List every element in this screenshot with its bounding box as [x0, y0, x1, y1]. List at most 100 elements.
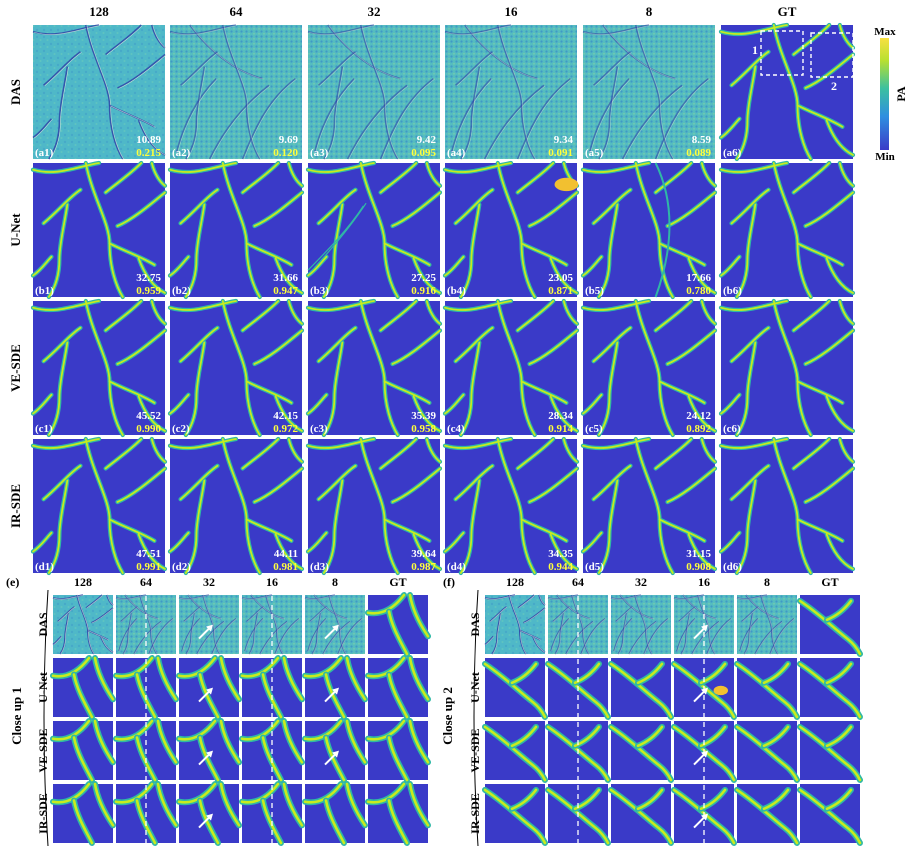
arrow-icon: [693, 687, 708, 703]
row-label: DAS: [8, 79, 23, 105]
ssim-value: 0.095: [411, 147, 436, 159]
roi-box-1: [760, 30, 804, 76]
closeup-panel: [797, 721, 863, 783]
panel-label: (a5): [585, 147, 604, 159]
arrow-icon: [324, 750, 339, 766]
closeup-letter: (f): [443, 575, 455, 589]
panel-grid: (a1) 10.890.215 (a2) 9.690.120 (a3) 9.420.095…: [30, 22, 856, 576]
closeup-row-label: DAS: [36, 612, 50, 636]
closeup-panel: [365, 781, 431, 846]
closeup-block: (f) Close up 2 128 64 32 16 8 GT DAS U-Net VE-SDE I…: [440, 575, 863, 847]
ssim-value: 0.972: [273, 423, 298, 435]
closeup-panel: [797, 595, 863, 657]
colorbar-gradient: [880, 38, 889, 150]
image-panel: (c5) 24.120.892: [580, 298, 718, 438]
psnr-value: 39.64: [411, 548, 436, 560]
column-header: 128: [89, 4, 109, 19]
ssim-value: 0.959: [136, 285, 161, 297]
closeup-panel: [302, 781, 368, 846]
closeup-panel: [797, 784, 863, 846]
arrow-icon: [693, 813, 708, 829]
closeup-panel: [484, 594, 546, 655]
closeup-column-header: 64: [140, 575, 152, 589]
arrow-icon: [693, 624, 708, 640]
closeup-panel: [176, 781, 242, 846]
panel-label: (c1): [35, 423, 53, 435]
image-panel: (b2) 31.660.947: [167, 160, 305, 300]
panel-label: (a4): [447, 147, 466, 159]
closeup-panel: [482, 658, 548, 720]
ssim-value: 0.958: [411, 423, 436, 435]
panel-label: (c6): [723, 423, 741, 435]
closeup-title: Close up 2: [440, 687, 455, 745]
closeup-row-label: DAS: [468, 612, 482, 636]
image-panel: (b6): [718, 160, 856, 300]
row-label: VE-SDE: [8, 344, 23, 392]
closeup-panel: [608, 721, 674, 783]
closeup-row-label: U-Net: [468, 672, 482, 703]
closeup-row-label: IR-SDE: [468, 793, 482, 834]
column-header: 32: [368, 4, 381, 19]
closeup-panel: [797, 658, 863, 720]
closeup-column-header: 64: [572, 575, 584, 589]
psnr-value: 32.75: [136, 272, 161, 284]
arrow-icon: [198, 624, 213, 640]
closeup-panel: [610, 594, 671, 655]
column-header: GT: [778, 4, 797, 19]
column-header: 64: [230, 4, 244, 19]
ssim-value: 0.215: [136, 147, 161, 159]
ssim-value: 0.914: [548, 423, 573, 435]
closeup-panel: [50, 655, 116, 720]
image-panel: (d1) 47.510.991: [30, 436, 168, 576]
column-headers: 128 64 32 16 8 GT: [89, 4, 796, 19]
ssim-value: 0.987: [411, 561, 436, 573]
panel-label: (b4): [447, 285, 466, 297]
ssim-value: 0.120: [273, 147, 298, 159]
closeup-panel: [176, 655, 242, 720]
panel-label: (d5): [585, 561, 604, 573]
closeup-column-header: GT: [821, 575, 838, 589]
closeup-panel: [482, 721, 548, 783]
column-header: 8: [646, 4, 653, 19]
psnr-value: 9.42: [417, 134, 437, 146]
image-panel: (d5) 31.150.908: [580, 436, 718, 576]
closeup-panel: [50, 781, 116, 846]
roi-box-2: [810, 32, 854, 78]
psnr-value: 23.05: [548, 272, 573, 284]
closeup-row-label: U-Net: [36, 672, 50, 703]
image-panel: (c6): [718, 298, 856, 438]
closeup-row-label: VE-SDE: [36, 728, 50, 772]
panel-label: (b5): [585, 285, 604, 297]
psnr-value: 10.89: [136, 134, 161, 146]
closeup-column-header: 8: [332, 575, 338, 589]
closeup-row-label: IR-SDE: [36, 793, 50, 834]
psnr-value: 27.25: [411, 272, 436, 284]
ssim-value: 0.981: [273, 561, 298, 573]
image-panel: (a2) 9.690.120: [169, 24, 302, 160]
closeup-block: (e) Close up 1 128 64 32 16 8 GT DAS U-Net VE-SDE I…: [6, 575, 431, 847]
ssim-value: 0.991: [136, 561, 161, 573]
closeup-row-label: VE-SDE: [468, 728, 482, 772]
arrow-icon: [198, 813, 213, 829]
panel-label: (a3): [310, 147, 329, 159]
panel-label: (a1): [35, 147, 54, 159]
closeup-title: Close up 1: [9, 687, 24, 745]
closeup-panel: [736, 594, 797, 655]
closeup-column-header: 32: [203, 575, 215, 589]
ssim-value: 0.892: [686, 423, 711, 435]
closeup-letter: (e): [6, 575, 19, 589]
closeup-panel: [178, 594, 239, 655]
panel-label: (b3): [310, 285, 329, 297]
psnr-value: 8.59: [692, 134, 712, 146]
image-panel: (d3) 39.640.987: [305, 436, 443, 576]
row-label: U-Net: [8, 213, 23, 247]
psnr-value: 47.51: [136, 548, 161, 560]
closeup-bracket: [473, 589, 479, 847]
psnr-value: 31.66: [273, 272, 298, 284]
closeup-panel: [365, 655, 431, 720]
closeup-column-header: 8: [764, 575, 770, 589]
image-panel: (c2) 42.150.972: [167, 298, 305, 438]
panel-label: (c5): [585, 423, 603, 435]
image-panel: (a5) 8.590.089: [582, 24, 715, 160]
